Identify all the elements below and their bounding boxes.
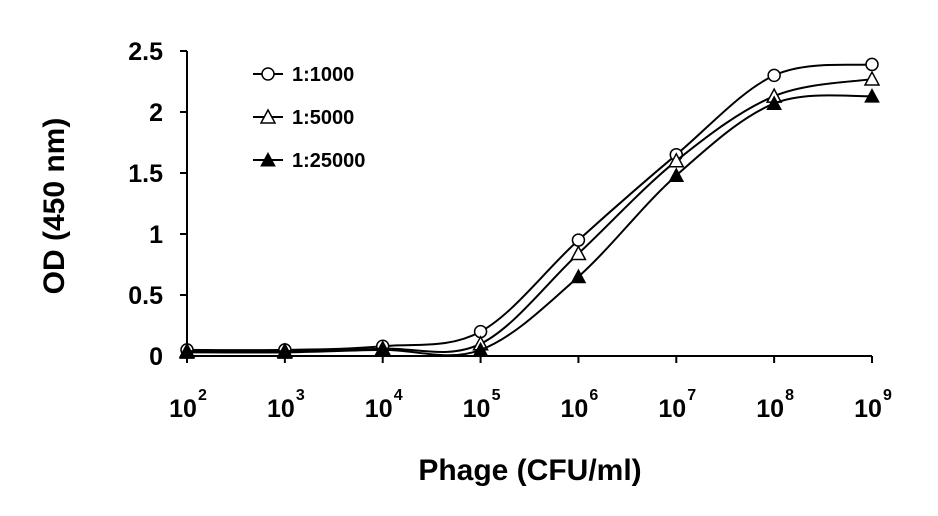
x-tick-exponent: 3 (296, 387, 305, 404)
series-line (186, 63, 873, 352)
data-point (179, 344, 195, 359)
data-point (864, 88, 880, 103)
data-point (865, 57, 879, 72)
x-tick-label: 10 (854, 395, 882, 423)
legend-label: 1:5000 (292, 107, 354, 129)
x-tick-label: 10 (365, 395, 393, 423)
y-tick-label: 0.5 (128, 282, 163, 310)
x-tick-exponent: 7 (687, 387, 696, 404)
y-tick-label: 0 (149, 343, 163, 371)
data-point (668, 167, 685, 182)
legend-marker (261, 67, 275, 81)
x-tick-label: 10 (658, 395, 686, 423)
y-tick-label: 2 (149, 99, 163, 127)
data-point (374, 341, 391, 357)
series-line (186, 94, 873, 357)
legend-label: 1:25000 (292, 150, 365, 172)
x-tick-exponent: 4 (394, 387, 403, 404)
data-point (570, 244, 587, 261)
data-point (277, 344, 293, 359)
x-axis-title: Phage (CFU/ml) (418, 454, 641, 487)
x-tick-exponent: 5 (492, 387, 501, 404)
x-tick-label: 10 (756, 395, 784, 423)
data-point (571, 233, 586, 247)
legend: 1:1000 1:5000 1:25000 (253, 64, 365, 172)
data-point (766, 95, 782, 110)
legend-marker (259, 108, 277, 124)
x-tick-label: 10 (463, 395, 491, 423)
y-axis-title: OD (450 nm) (38, 118, 71, 295)
x-tick-exponent: 6 (589, 387, 598, 404)
y-tick-label: 1.5 (128, 160, 163, 188)
plot-area: 00.511.522.510 2 10 3 10 4 10 5 10 6 10 7 10 8 10 9 (128, 38, 892, 423)
x-tick-label: 10 (561, 395, 589, 423)
data-point (767, 68, 781, 83)
x-tick-exponent: 9 (883, 387, 892, 404)
y-tick-label: 2.5 (128, 38, 163, 66)
legend-label: 1:1000 (292, 64, 354, 86)
series-group (178, 57, 881, 359)
x-tick-label: 10 (267, 395, 295, 423)
data-point (472, 341, 489, 357)
x-tick-exponent: 8 (785, 387, 794, 404)
data-point (570, 268, 587, 284)
y-tick-label: 1 (149, 221, 163, 249)
series-line (186, 78, 873, 353)
data-point (863, 70, 881, 86)
x-tick-label: 10 (169, 395, 197, 423)
data-point (668, 152, 685, 168)
legend-marker (260, 151, 276, 167)
x-tick-exponent: 2 (198, 387, 207, 404)
